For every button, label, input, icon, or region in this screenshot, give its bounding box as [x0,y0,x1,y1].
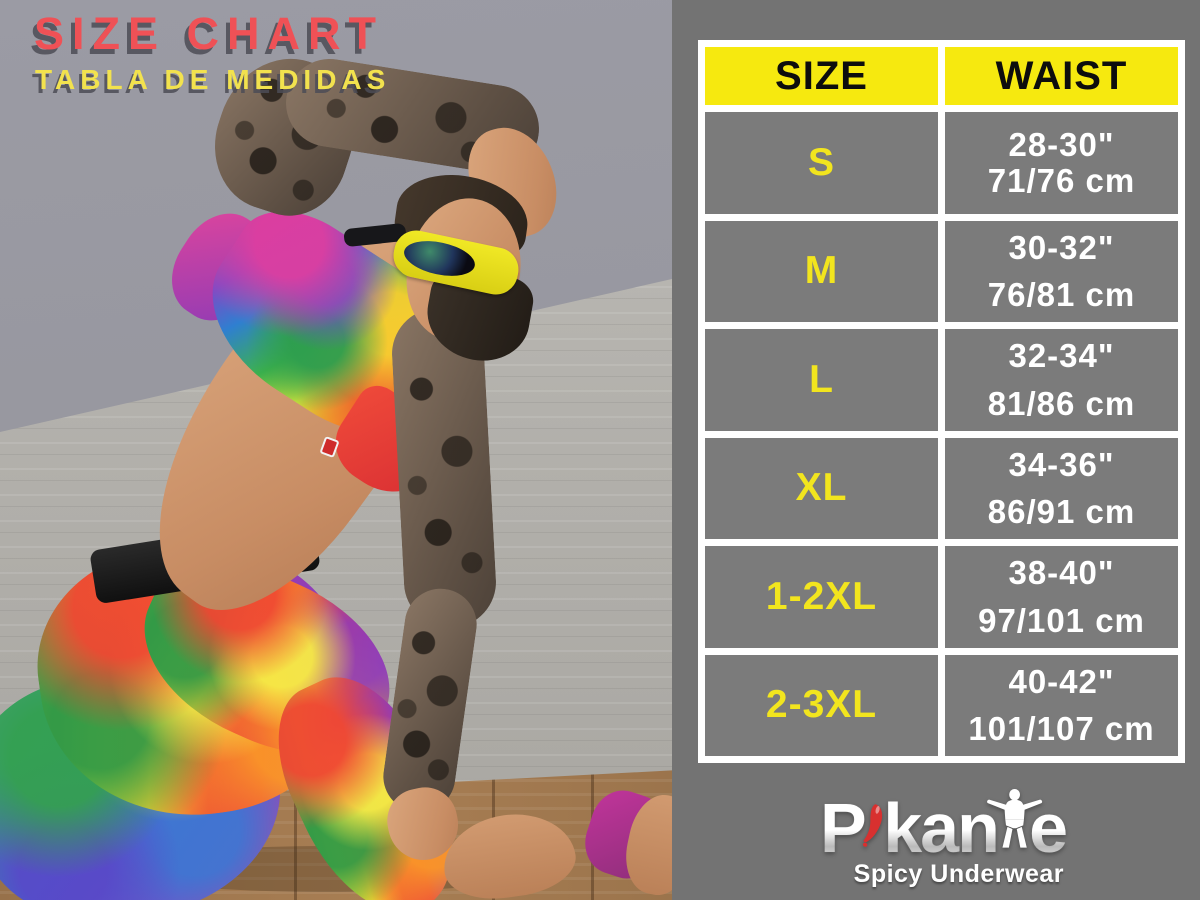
logo-tagline: Spicy Underwear [853,860,1064,888]
size-column-header: SIZE [705,47,938,105]
table-row: M 30-32" 76/81 cm [705,220,1178,322]
size-value: S [807,140,835,184]
waist-column-header: WAIST [945,47,1178,105]
table-header-row: SIZE WAIST [705,47,1178,105]
size-value: 1-2XL [765,574,878,618]
page-subtitle: TABLA DE MEDIDAS [35,64,391,95]
size-cell: S [705,112,938,214]
size-value: L [809,357,834,401]
title-block: SIZE CHART TABLA DE MEDIDAS [34,8,654,96]
waist-cell: 28-30" 71/76 cm [945,112,1178,214]
size-cell: 1-2XL [705,546,938,648]
waist-centimeters: 101/107 cm [968,710,1155,748]
table-row: S 28-30" 71/76 cm [705,112,1178,214]
size-cell: 2-3XL [705,654,938,756]
size-value: 2-3XL [765,683,878,727]
waist-centimeters: 76/81 cm [987,276,1136,314]
waist-cell: 38-40" 97/101 cm [945,546,1178,648]
logo-letter-e: e [1029,789,1068,868]
waist-inches: 32-34" [1008,337,1115,375]
chili-pepper-icon [862,804,882,847]
sunglasses-lens [400,235,479,282]
waist-centimeters: 81/86 cm [987,384,1136,422]
waist-cell: 30-32" 76/81 cm [945,220,1178,322]
size-value: M [804,249,839,293]
waist-centimeters: 86/91 cm [987,493,1136,531]
waist-cell: 34-36" 86/91 cm [945,437,1178,539]
waist-inches: 28-30" [1008,126,1115,164]
size-cell: L [705,329,938,431]
size-table: SIZE WAIST S 28-30" 71/76 cm M [698,40,1185,763]
table-row: 1-2XL 38-40" 97/101 cm [705,546,1178,648]
size-cell: XL [705,437,938,539]
size-cell: M [705,220,938,322]
waist-cell: 32-34" 81/86 cm [945,329,1178,431]
waist-centimeters: 97/101 cm [978,601,1145,639]
size-value: XL [795,466,848,510]
waist-header-label: WAIST [995,53,1128,98]
table-row: XL 34-36" 86/91 cm [705,437,1178,539]
man-silhouette-icon [986,788,1042,848]
model-photo: SIZE CHART TABLA DE MEDIDAS [0,0,672,900]
size-chart-panel: SIZE WAIST S 28-30" 71/76 cm M [672,0,1200,900]
page-title: SIZE CHART [34,8,384,59]
pikante-logo: P kan e Spicy Underwear [820,776,1068,889]
logo-letter-p: P [820,789,867,868]
waist-inches: 34-36" [1008,445,1115,483]
logo-letters-kan: kan [883,789,1000,868]
waist-inches: 38-40" [1008,554,1115,592]
size-header-label: SIZE [775,53,868,98]
logo-wordmark: P kan e [820,776,1068,868]
table-row: 2-3XL 40-42" 101/107 cm [705,654,1178,756]
table-row: L 32-34" 81/86 cm [705,329,1178,431]
waist-cell: 40-42" 101/107 cm [945,654,1178,756]
waist-centimeters: 71/76 cm [987,161,1136,199]
waist-inches: 40-42" [1008,662,1115,700]
waist-inches: 30-32" [1008,228,1115,266]
